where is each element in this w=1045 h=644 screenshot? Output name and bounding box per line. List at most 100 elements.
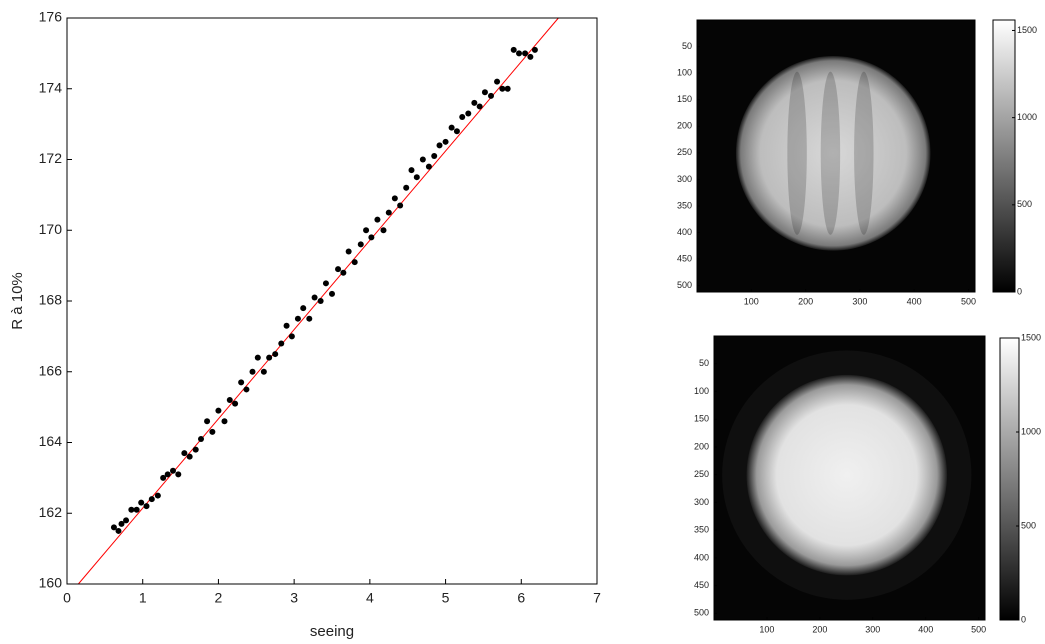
x-tick-label: 100	[759, 624, 774, 634]
point	[260, 368, 267, 375]
point	[425, 163, 432, 170]
point	[363, 227, 370, 234]
point	[288, 333, 295, 340]
point	[516, 50, 523, 57]
point	[481, 89, 488, 96]
point	[128, 506, 135, 513]
y-tick-label: 500	[694, 608, 709, 618]
point	[527, 53, 534, 60]
point	[123, 517, 130, 524]
point	[181, 450, 188, 457]
y-tick-label: 150	[677, 94, 692, 104]
x-tick-label: 3	[290, 590, 298, 606]
point	[300, 305, 307, 312]
point	[110, 524, 117, 531]
x-tick-label: 100	[744, 296, 759, 306]
axes-frame	[696, 19, 976, 293]
x-tick-label: 500	[961, 296, 976, 306]
point	[442, 138, 449, 145]
colorbar-tick-label: 0	[1017, 286, 1022, 296]
y-tick-label: 174	[39, 79, 63, 95]
colorbar-tick-label: 500	[1021, 520, 1036, 530]
colorbar-tick-label: 1500	[1017, 25, 1037, 35]
point	[192, 446, 199, 453]
colorbar-tick-label: 1000	[1017, 112, 1037, 122]
y-tick-label: 100	[694, 386, 709, 396]
point	[294, 315, 301, 322]
point	[499, 85, 506, 92]
point	[419, 156, 426, 163]
point	[204, 418, 211, 425]
point	[504, 85, 511, 92]
point	[385, 209, 392, 216]
x-tick-label: 4	[366, 590, 374, 606]
y-tick-label: 50	[699, 358, 709, 368]
x-tick-label: 200	[812, 624, 827, 634]
point	[471, 99, 478, 106]
y-tick-label: 166	[39, 362, 63, 378]
point	[133, 506, 140, 513]
point	[397, 202, 404, 209]
point	[254, 354, 261, 361]
y-tick-label: 400	[694, 552, 709, 562]
point	[232, 400, 239, 407]
y-tick-label: 150	[694, 414, 709, 424]
point	[522, 50, 529, 57]
x-tick-label: 2	[215, 590, 223, 606]
y-tick-label: 170	[39, 221, 63, 237]
x-tick-label: 400	[918, 624, 933, 634]
y-tick-label: 250	[694, 469, 709, 479]
point	[431, 152, 438, 159]
x-tick-label: 5	[442, 590, 450, 606]
x-tick-label: 500	[971, 624, 986, 634]
point	[198, 435, 205, 442]
y-tick-label: 200	[694, 441, 709, 451]
point	[408, 167, 415, 174]
y-tick-label: 250	[677, 147, 692, 157]
point	[226, 397, 233, 404]
point	[345, 248, 352, 255]
point	[209, 428, 216, 435]
point	[322, 280, 329, 287]
y-tick-label: 450	[677, 253, 692, 263]
point	[413, 174, 420, 181]
y-tick-label: 400	[677, 227, 692, 237]
x-tick-label: 400	[907, 296, 922, 306]
point	[351, 259, 358, 266]
point	[266, 354, 273, 361]
point	[531, 46, 538, 53]
y-tick-label: 50	[682, 41, 692, 51]
disc	[746, 374, 948, 576]
y-tick-label: 162	[39, 504, 63, 520]
point	[186, 453, 193, 460]
colorbar-tick-label: 1500	[1021, 332, 1041, 342]
stripe	[820, 71, 841, 235]
y-tick-label: 168	[39, 292, 63, 308]
point	[283, 322, 290, 329]
x-tick-label: 1	[139, 590, 147, 606]
point	[243, 386, 250, 393]
point	[143, 503, 150, 510]
point	[306, 315, 313, 322]
y-tick-label: 500	[677, 280, 692, 290]
y-tick-label: 350	[694, 525, 709, 535]
point	[448, 124, 455, 131]
y-tick-label: 300	[694, 497, 709, 507]
point	[403, 184, 410, 191]
axes-frame	[713, 335, 986, 621]
y-tick-label: 100	[677, 68, 692, 78]
y-tick-label: 164	[39, 433, 63, 449]
point	[335, 266, 342, 273]
point	[249, 368, 256, 375]
point	[329, 290, 335, 297]
point	[160, 474, 167, 481]
y-tick-label: 200	[677, 121, 692, 131]
point	[476, 103, 483, 110]
x-tick-label: 300	[852, 296, 867, 306]
point	[465, 110, 472, 117]
point	[175, 471, 182, 478]
y-tick-label: 300	[677, 174, 692, 184]
point	[488, 92, 494, 99]
point	[118, 520, 125, 527]
